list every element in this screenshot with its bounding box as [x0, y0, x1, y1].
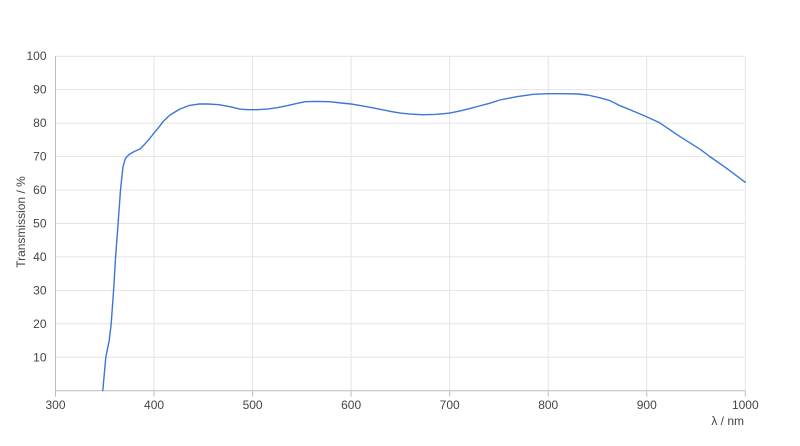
y-tick-label: 90: [33, 83, 47, 97]
y-tick-label: 70: [33, 150, 47, 164]
y-tick-label: 40: [33, 250, 47, 264]
x-tick-label: 700: [440, 398, 460, 412]
y-tick-label: 50: [33, 216, 47, 230]
x-tick-label: 500: [243, 398, 263, 412]
series-line-transmission: [102, 93, 746, 392]
x-tick-label: 1000: [732, 398, 759, 412]
y-tick-label: 100: [26, 49, 46, 63]
x-axis-title: λ / nm: [711, 414, 744, 428]
y-axis-title: Transmission / %: [14, 176, 28, 268]
data-series: [102, 93, 746, 392]
gridlines: [55, 55, 746, 391]
x-tick-label: 600: [341, 398, 361, 412]
x-tick-label: 800: [538, 398, 558, 412]
x-tick-label: 400: [144, 398, 164, 412]
y-tick-label: 30: [33, 283, 47, 297]
x-tick-label: 300: [45, 398, 65, 412]
y-tick-label: 20: [33, 317, 47, 331]
x-tick-label: 900: [637, 398, 657, 412]
axes: [55, 56, 746, 392]
y-tick-label: 60: [33, 183, 47, 197]
tick-labels: 300 400 500 600 700 800 900 1000 10 20 30 40 50 60 70 8…: [26, 49, 759, 412]
tick-marks: [55, 390, 746, 397]
y-tick-label: 10: [33, 350, 47, 364]
y-tick-label: 80: [33, 116, 47, 130]
